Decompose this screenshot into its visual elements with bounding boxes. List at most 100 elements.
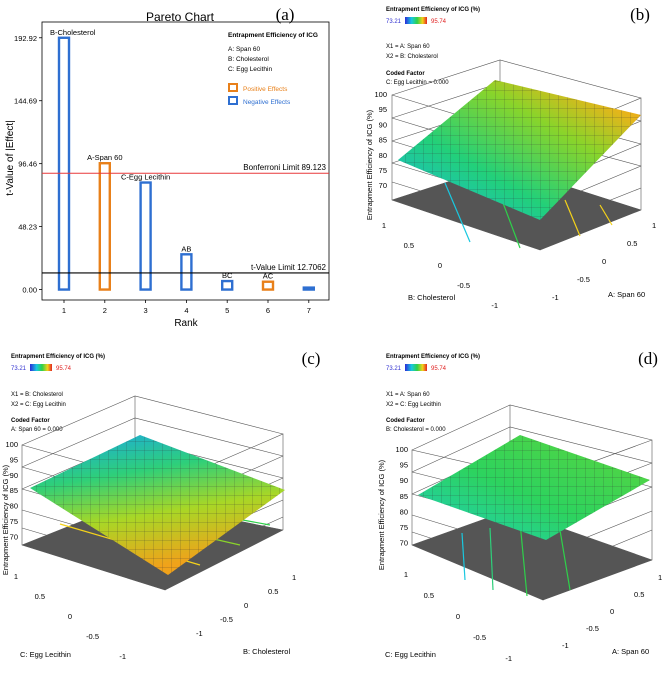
pareto-x-tick-label: 7 bbox=[307, 306, 311, 315]
surface-grid-c bbox=[30, 435, 285, 575]
bonferroni-limit-label: Bonferroni Limit 89.123 bbox=[243, 163, 326, 172]
legend-negative-swatch bbox=[228, 96, 238, 105]
floor-contours-d bbox=[461, 521, 571, 597]
z-tick-label: 85 bbox=[10, 486, 18, 495]
legend-title-c: Entrapment Efficiency of ICG (%) bbox=[11, 354, 105, 360]
coded-title-c: Coded Factor bbox=[11, 418, 50, 424]
axis-tick-label: -0.5 bbox=[473, 633, 486, 642]
colorbar-d bbox=[405, 364, 427, 371]
z-label-d: Entrapment Efficiency of ICG (%) bbox=[377, 459, 386, 570]
axis-tick-label: -0.5 bbox=[220, 615, 233, 624]
z-tick-label: 85 bbox=[379, 136, 387, 145]
panel-letter-c: (c) bbox=[302, 349, 321, 368]
pareto-bar bbox=[180, 253, 193, 291]
z-tick-label: 100 bbox=[5, 440, 18, 449]
pareto-x-tick-label: 5 bbox=[225, 306, 229, 315]
pareto-panel: Pareto Chart (a) t-Value of |Effect| Ran… bbox=[5, 5, 330, 329]
axis-tick-label: 1 bbox=[652, 221, 656, 230]
axis-tick-label: -0.5 bbox=[86, 632, 99, 641]
axis-tick-label: -0.5 bbox=[577, 275, 590, 284]
surface-panel-d: (d) Entrapment Efficiency of ICG (%) 73.… bbox=[377, 349, 662, 663]
pareto-bar-label: AC bbox=[263, 272, 274, 281]
legend-factor-c: C: Egg Lecithin bbox=[228, 66, 272, 73]
pareto-bar bbox=[57, 36, 71, 291]
x2-text-c: X2 = C: Egg Lecithin bbox=[11, 402, 66, 408]
coded-title-b: Coded Factor bbox=[386, 71, 425, 77]
z-tick-label: 75 bbox=[379, 166, 387, 175]
left-axis-label-c: C: Egg Lecithin bbox=[20, 650, 71, 659]
coded-value-d: B: Cholesterol = 0.000 bbox=[386, 427, 446, 433]
axis-tick-label: 0.5 bbox=[634, 590, 644, 599]
axis-tick-label: 0 bbox=[456, 612, 460, 621]
pareto-bars: B-Cholesterol A-Span 60 C-Egg Lecithin AB BC… bbox=[50, 28, 315, 291]
surface-panel-c: (c) Entrapment Efficiency of ICG (%) 73.… bbox=[1, 349, 320, 661]
z-tick-label: 70 bbox=[10, 532, 18, 541]
right-axis-label-d: A: Span 60 bbox=[612, 647, 649, 656]
surface-panel-b: (b) Entrapment Efficiency of ICG (%) 73.… bbox=[365, 5, 656, 310]
coded-value-b: C: Egg Lecithin = 0.000 bbox=[386, 80, 449, 86]
z-tick-label: 75 bbox=[10, 517, 18, 526]
legend-positive-label: Positive Effects bbox=[243, 86, 288, 93]
z-tick-label: 80 bbox=[10, 502, 18, 511]
axis-tick-label: -0.5 bbox=[457, 281, 470, 290]
legend-title-b: Entrapment Efficiency of ICG (%) bbox=[386, 7, 480, 13]
left-axis-ticks-c: 1 0.5 0 -0.5 -1 bbox=[14, 572, 126, 661]
pareto-bar bbox=[139, 181, 152, 291]
pareto-bar-label: AB bbox=[181, 244, 191, 253]
floor-d bbox=[412, 510, 652, 600]
pareto-y-ticks: 0.00 48.23 96.46 144.69 192.92 bbox=[14, 34, 42, 295]
left-axis-label-d: C: Egg Lecithin bbox=[385, 650, 436, 659]
z-ticks-b: 100 95 90 85 80 75 70 bbox=[374, 90, 387, 190]
legend-max-b: 95.74 bbox=[431, 19, 447, 25]
axis-tick-label: 0 bbox=[68, 612, 72, 621]
surface-grid-b bbox=[398, 80, 641, 220]
pareto-title: Pareto Chart bbox=[146, 10, 215, 24]
surface-grid-d bbox=[418, 435, 650, 540]
axis-tick-label: -1 bbox=[491, 301, 498, 310]
pareto-bar bbox=[302, 286, 315, 291]
legend-factor-b: B: Cholesterol bbox=[228, 56, 269, 63]
z-label-b: Entrapment Efficiency of ICG (%) bbox=[365, 109, 374, 220]
axis-tick-label: 1 bbox=[404, 570, 408, 579]
z-tick-label: 95 bbox=[400, 461, 408, 470]
z-tick-label: 85 bbox=[400, 492, 408, 501]
z-tick-label: 100 bbox=[395, 445, 408, 454]
axis-tick-label: -1 bbox=[562, 641, 569, 650]
pareto-bar-label: A-Span 60 bbox=[87, 153, 122, 162]
panel-letter-a: (a) bbox=[276, 5, 295, 24]
axis-tick-label: -1 bbox=[196, 629, 203, 638]
panel-letter-d: (d) bbox=[638, 349, 658, 368]
axis-tick-label: 1 bbox=[292, 573, 296, 582]
pareto-y-tick-label: 48.23 bbox=[18, 223, 37, 232]
z-tick-label: 90 bbox=[400, 476, 408, 485]
z-tick-label: 75 bbox=[400, 523, 408, 532]
x1-text-d: X1 = A: Span 60 bbox=[386, 392, 430, 398]
legend-min-d: 73.21 bbox=[386, 366, 402, 372]
axis-tick-label: -1 bbox=[552, 293, 559, 302]
pareto-y-tick-label: 144.69 bbox=[14, 97, 37, 106]
legend-min-b: 73.21 bbox=[386, 19, 402, 25]
pareto-x-tick-label: 4 bbox=[184, 306, 188, 315]
pareto-bar bbox=[98, 162, 112, 291]
pareto-bar-label: B-Cholesterol bbox=[50, 28, 96, 37]
legend-max-d: 95.74 bbox=[431, 366, 447, 372]
z-ticks-d: 100 95 90 85 80 75 70 bbox=[395, 445, 408, 548]
axis-tick-label: 0.5 bbox=[404, 241, 414, 250]
left-axis-ticks-d: 1 0.5 0 -0.5 -1 bbox=[404, 570, 512, 663]
legend-factor-a: A: Span 60 bbox=[228, 46, 261, 53]
left-axis-ticks-b: 1 0.5 0 -0.5 -1 bbox=[382, 221, 498, 310]
axis-tick-label: 0 bbox=[602, 257, 606, 266]
pareto-bar-label: C-Egg Lecithin bbox=[121, 173, 170, 182]
axis-tick-label: -1 bbox=[505, 654, 512, 663]
right-axis-ticks-b: 1 0.5 0 -0.5 -1 bbox=[552, 221, 656, 302]
pareto-x-ticks: 1 2 3 4 5 6 7 bbox=[62, 300, 311, 315]
axis-tick-label: 0 bbox=[610, 607, 614, 616]
axis-tick-label: 0.5 bbox=[627, 239, 637, 248]
pareto-x-tick-label: 3 bbox=[144, 306, 148, 315]
right-axis-ticks-d: 1 0.5 0 -0.5 -1 bbox=[562, 573, 662, 650]
coded-value-c: A: Span 60 = 0.000 bbox=[11, 427, 63, 433]
left-axis-label-b: B: Cholesterol bbox=[408, 293, 455, 302]
legend-negative-label: Negative Effects bbox=[243, 99, 291, 106]
pareto-bar bbox=[220, 279, 234, 291]
